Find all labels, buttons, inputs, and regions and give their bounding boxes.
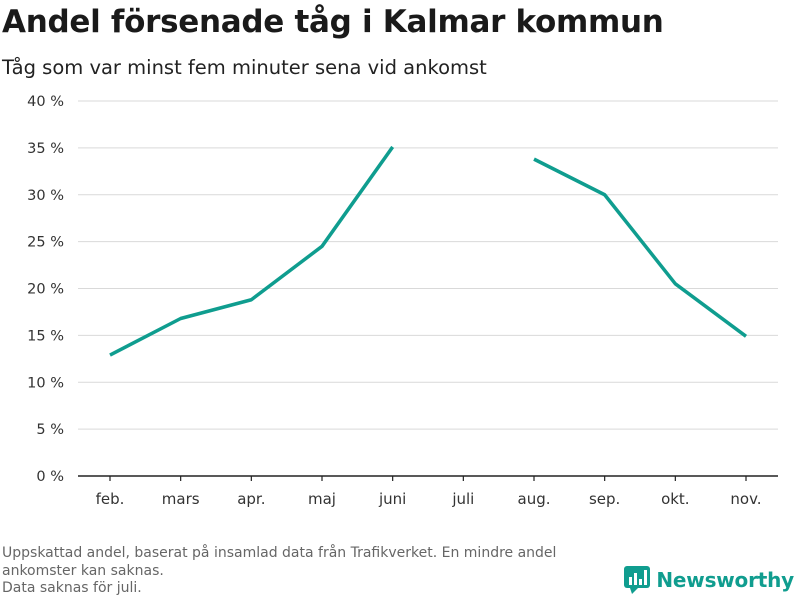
footnote-line: Uppskattad andel, baserat på insamlad da…: [2, 545, 557, 561]
series-line: [109, 145, 395, 357]
y-tick-label: 0 %: [36, 469, 64, 485]
y-tick-label: 20 %: [27, 282, 64, 298]
chart-subtitle: Tåg som var minst fem minuter sena vid a…: [2, 56, 487, 79]
x-tick-label: juli: [451, 490, 474, 508]
x-tick-label: apr.: [237, 490, 265, 508]
x-tick-label: okt.: [661, 490, 690, 508]
brand-name: Newsworthy: [656, 568, 794, 592]
y-tick-label: 30 %: [27, 188, 64, 204]
footnote-line: ankomster kan saknas.: [2, 562, 164, 579]
x-tick-label: mars: [162, 490, 200, 508]
y-tick-label: 40 %: [27, 94, 64, 110]
x-tick-label: aug.: [518, 490, 551, 508]
y-tick-label: 10 %: [27, 375, 64, 391]
y-tick-label: 35 %: [27, 141, 64, 157]
x-tick-label: juni: [378, 490, 406, 508]
newsworthy-logo-icon: [624, 566, 651, 594]
x-tick-label: sep.: [589, 490, 620, 508]
series-line: [533, 157, 748, 338]
footnote: Uppskattad andel, baserat på insamlad da…: [2, 545, 642, 598]
y-tick-label: 5 %: [36, 422, 64, 438]
y-tick-label: 25 %: [27, 235, 64, 251]
x-tick-label: feb.: [96, 490, 125, 508]
x-tick-label: maj: [308, 490, 336, 508]
x-tick-label: nov.: [730, 490, 761, 508]
chart-title: Andel försenade tåg i Kalmar kommun: [2, 4, 664, 40]
y-tick-label: 15 %: [27, 328, 64, 344]
brand-logo: Newsworthy: [624, 566, 794, 594]
footnote-line: Data saknas för juli.: [2, 580, 142, 596]
